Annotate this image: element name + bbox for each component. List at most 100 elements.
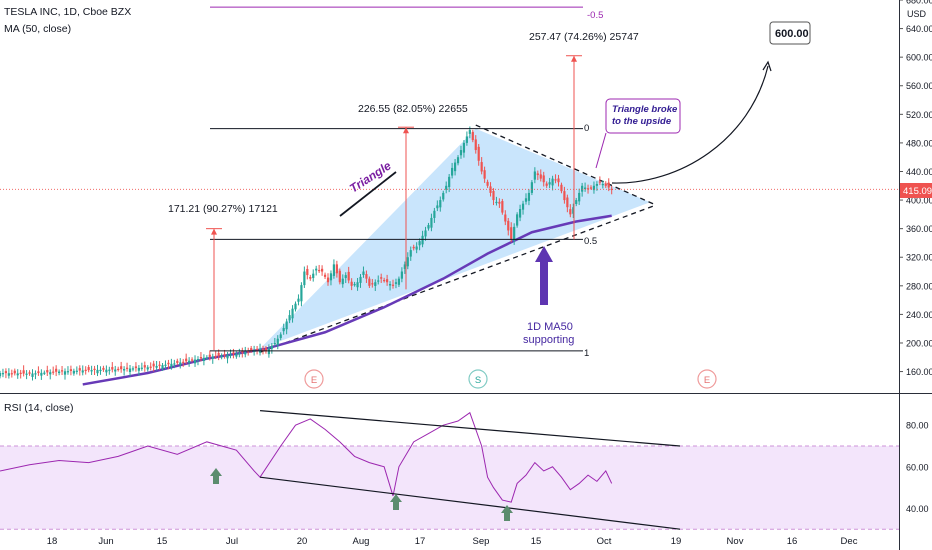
candle-body[interactable] <box>276 338 279 345</box>
candle-body[interactable] <box>108 369 111 371</box>
candle-body[interactable] <box>344 275 347 279</box>
target-callout[interactable]: 600.00 <box>769 21 811 45</box>
candle-body[interactable] <box>451 167 454 176</box>
candle-body[interactable] <box>152 363 155 367</box>
candle-body[interactable] <box>448 176 451 188</box>
candle-body[interactable] <box>530 182 533 193</box>
candle-body[interactable] <box>140 367 143 369</box>
candle-body[interactable] <box>232 352 235 355</box>
candle-body[interactable] <box>545 183 548 186</box>
candle-body[interactable] <box>114 369 117 372</box>
candle-body[interactable] <box>208 354 211 357</box>
candle-body[interactable] <box>37 371 40 374</box>
candle-body[interactable] <box>238 353 241 355</box>
breakout-callout[interactable]: Triangle broke to the upside <box>605 98 681 134</box>
candle-body[interactable] <box>173 363 176 365</box>
candle-body[interactable] <box>99 369 102 372</box>
candle-body[interactable] <box>566 197 569 208</box>
candle-body[interactable] <box>111 367 114 370</box>
candle-body[interactable] <box>592 185 596 191</box>
candle-body[interactable] <box>353 284 356 286</box>
candle-body[interactable] <box>55 368 58 372</box>
candle-body[interactable] <box>297 298 300 302</box>
candle-body[interactable] <box>386 279 389 283</box>
candle-body[interactable] <box>575 200 578 205</box>
candle-body[interactable] <box>318 269 321 272</box>
candle-body[interactable] <box>560 184 563 192</box>
candle-body[interactable] <box>193 359 197 364</box>
candle-body[interactable] <box>16 373 19 376</box>
candle-body[interactable] <box>516 214 519 226</box>
candle-body[interactable] <box>285 321 288 330</box>
split-marker[interactable]: S <box>468 369 488 389</box>
candle-body[interactable] <box>586 188 590 190</box>
candle-body[interactable] <box>521 203 525 210</box>
candle-body[interactable] <box>442 192 445 200</box>
triangle-lower-trendline[interactable] <box>259 204 657 353</box>
candle-body[interactable] <box>247 351 250 353</box>
candle-body[interactable] <box>255 348 259 351</box>
candle-body[interactable] <box>84 369 87 371</box>
candle-body[interactable] <box>90 370 93 372</box>
candle-body[interactable] <box>220 355 223 358</box>
candle-body[interactable] <box>335 264 338 274</box>
candle-body[interactable] <box>377 280 380 282</box>
candle-body[interactable] <box>412 246 415 249</box>
candle-body[interactable] <box>607 182 610 188</box>
candle-body[interactable] <box>226 354 229 359</box>
candle-body[interactable] <box>87 367 90 371</box>
candle-body[interactable] <box>445 185 448 190</box>
candle-body[interactable] <box>610 188 613 191</box>
candle-body[interactable] <box>421 235 424 245</box>
candle-body[interactable] <box>581 185 584 192</box>
candle-body[interactable] <box>10 373 13 375</box>
candle-body[interactable] <box>391 284 395 286</box>
candle-body[interactable] <box>483 170 486 179</box>
candle-body[interactable] <box>105 369 108 373</box>
candle-body[interactable] <box>282 327 285 332</box>
candle-body[interactable] <box>75 370 78 372</box>
candle-body[interactable] <box>306 268 309 276</box>
candle-body[interactable] <box>433 210 436 218</box>
candle-body[interactable] <box>368 278 371 286</box>
candle-body[interactable] <box>394 282 398 284</box>
candle-body[interactable] <box>176 360 179 363</box>
candle-body[interactable] <box>427 225 430 229</box>
candle-body[interactable] <box>13 370 16 374</box>
candle-body[interactable] <box>134 366 138 369</box>
candle-body[interactable] <box>418 241 421 246</box>
candle-body[interactable] <box>294 303 297 310</box>
candle-body[interactable] <box>326 277 330 283</box>
candle-body[interactable] <box>303 271 306 286</box>
candle-body[interactable] <box>468 130 471 134</box>
candle-body[interactable] <box>589 187 593 189</box>
candle-body[interactable] <box>205 357 208 359</box>
candle-body[interactable] <box>34 373 37 375</box>
candle-body[interactable] <box>341 278 344 285</box>
candle-body[interactable] <box>480 162 483 172</box>
candle-body[interactable] <box>4 371 8 374</box>
candle-body[interactable] <box>601 183 604 186</box>
candle-body[interactable] <box>190 359 194 361</box>
candle-body[interactable] <box>291 308 294 319</box>
candle-body[interactable] <box>117 368 120 371</box>
candle-body[interactable] <box>179 362 182 365</box>
candle-body[interactable] <box>309 277 312 279</box>
candle-body[interactable] <box>300 285 303 302</box>
candle-body[interactable] <box>332 264 336 276</box>
candle-body[interactable] <box>569 209 572 215</box>
candle-body[interactable] <box>320 268 324 272</box>
candle-body[interactable] <box>78 368 81 371</box>
candle-body[interactable] <box>424 230 427 237</box>
candle-body[interactable] <box>374 282 377 286</box>
candle-body[interactable] <box>578 192 581 202</box>
candle-body[interactable] <box>0 372 2 377</box>
candle-body[interactable] <box>495 201 498 204</box>
candle-body[interactable] <box>158 364 161 366</box>
candle-body[interactable] <box>383 279 386 282</box>
candle-body[interactable] <box>149 366 152 368</box>
candle-body[interactable] <box>63 371 67 375</box>
candle-body[interactable] <box>542 175 545 183</box>
candle-body[interactable] <box>604 183 607 186</box>
candle-body[interactable] <box>406 257 409 267</box>
